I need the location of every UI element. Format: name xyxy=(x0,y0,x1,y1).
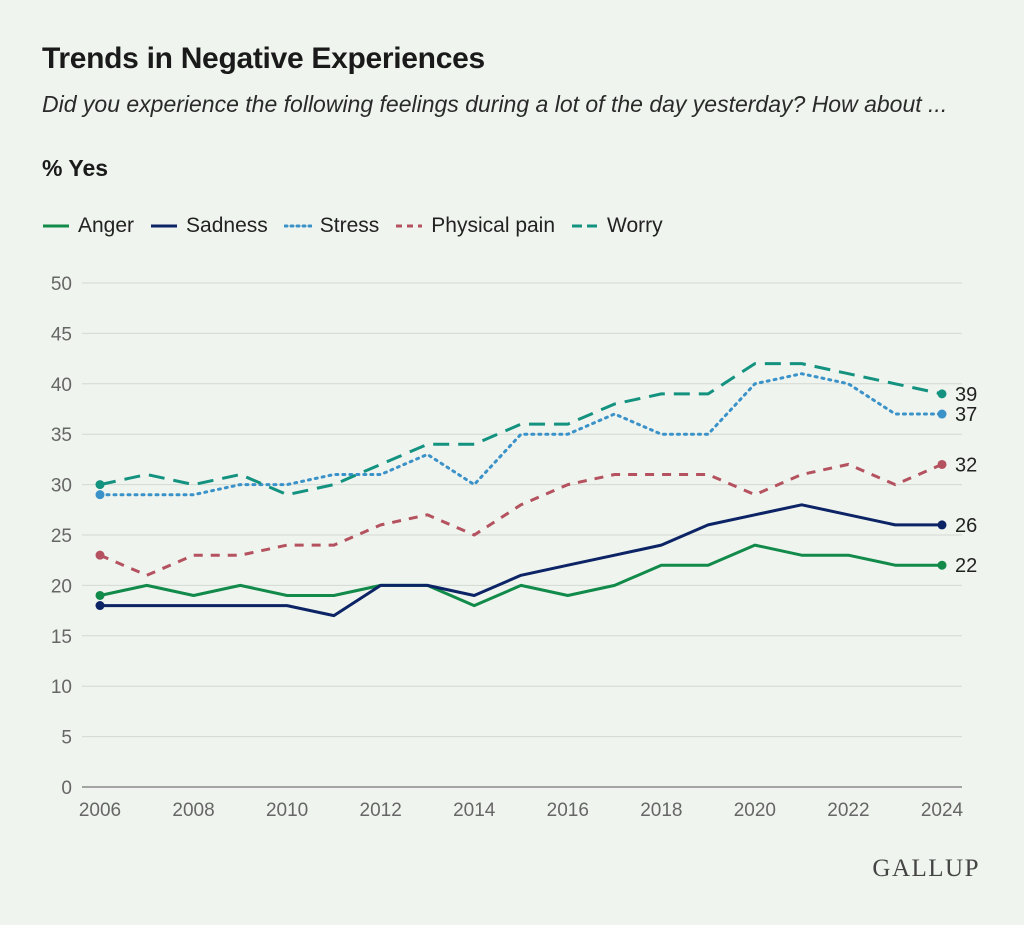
legend-label: Worry xyxy=(607,214,663,237)
series-end-point xyxy=(937,520,947,530)
legend-item: Sadness xyxy=(150,214,268,238)
x-tick-label: 2024 xyxy=(921,800,964,821)
legend-swatch xyxy=(396,224,423,228)
legend-swatch xyxy=(43,224,69,228)
legend-item: Physical pain xyxy=(395,214,555,238)
x-tick-label: 2022 xyxy=(827,800,869,821)
legend-item: Stress xyxy=(283,214,380,238)
legend-label: Stress xyxy=(319,214,380,237)
legend-swatch xyxy=(283,224,312,228)
series-line-worry xyxy=(99,362,943,497)
series-end-point xyxy=(937,389,947,399)
x-tick-label: 2014 xyxy=(453,800,496,821)
legend-item: Worry xyxy=(571,214,663,238)
legend-swatch xyxy=(151,224,178,228)
series-start-point xyxy=(95,490,105,500)
series-end-labels: 22 26 37 32 39 xyxy=(955,384,977,577)
series-end-point xyxy=(937,409,947,419)
series-end-label: 37 xyxy=(955,404,977,426)
series-end-point xyxy=(937,560,947,570)
x-axis-ticks: 2006 2008 2010 2012 2014 2016 2018 2020 2022 2024 xyxy=(79,800,964,821)
y-tick-label: 5 xyxy=(61,728,72,749)
legend-item: Anger xyxy=(42,214,134,238)
y-tick-label: 25 xyxy=(51,526,72,547)
legend-label: Anger xyxy=(78,214,135,237)
series-end-label: 32 xyxy=(955,454,977,476)
grid-lines xyxy=(82,282,962,788)
chart-subtitle: Did you experience the following feeling… xyxy=(42,91,948,117)
series-end-label: 39 xyxy=(955,384,977,406)
legend-swatch xyxy=(572,224,599,228)
series-line-sadness xyxy=(100,503,942,618)
y-axis-ticks: 0 5 10 15 20 25 30 35 40 45 50 xyxy=(51,274,72,799)
series-end-points xyxy=(95,389,947,611)
series-end-label: 26 xyxy=(955,515,977,537)
x-tick-label: 2018 xyxy=(640,800,682,821)
chart-title: Trends in Negative Experiences xyxy=(42,42,485,75)
chart-legend: Anger Sadness Stress Physical pain Worry xyxy=(42,214,663,238)
y-tick-label: 0 xyxy=(61,778,72,799)
y-tick-label: 50 xyxy=(51,274,72,295)
y-tick-label: 20 xyxy=(51,576,72,597)
y-tick-label: 10 xyxy=(51,677,72,698)
series-end-point xyxy=(937,459,947,469)
series-line-anger xyxy=(99,543,942,608)
series-line-stress xyxy=(98,372,944,497)
y-tick-label: 40 xyxy=(51,375,72,396)
gallup-logo: GALLUP xyxy=(872,855,980,882)
x-tick-label: 2008 xyxy=(172,800,214,821)
legend-label: Sadness xyxy=(186,214,268,237)
series-end-label: 22 xyxy=(955,555,977,577)
y-tick-label: 15 xyxy=(51,627,72,648)
x-tick-label: 2006 xyxy=(79,800,121,821)
series-start-point xyxy=(95,550,105,560)
x-tick-label: 2020 xyxy=(734,800,776,821)
y-tick-label: 45 xyxy=(51,324,72,345)
series-lines xyxy=(98,362,944,618)
x-tick-label: 2016 xyxy=(547,800,589,821)
y-tick-label: 35 xyxy=(51,425,72,446)
series-start-point xyxy=(95,601,105,611)
series-start-point xyxy=(95,480,105,490)
x-tick-label: 2010 xyxy=(266,800,308,821)
unit-label: % Yes xyxy=(42,155,109,181)
y-tick-label: 30 xyxy=(51,476,72,497)
x-tick-label: 2012 xyxy=(360,800,402,821)
series-start-point xyxy=(95,590,105,600)
legend-label: Physical pain xyxy=(431,214,556,237)
series-line-physical-pain xyxy=(99,462,943,577)
